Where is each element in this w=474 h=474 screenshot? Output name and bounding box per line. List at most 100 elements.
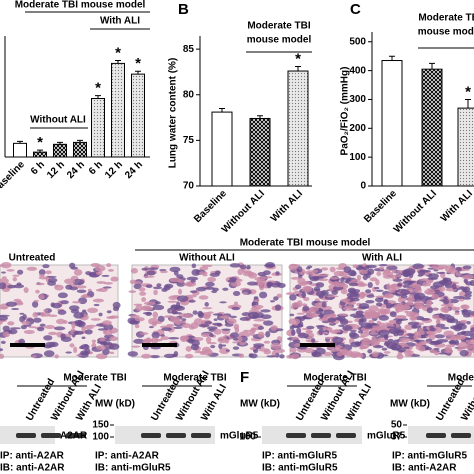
tissue xyxy=(205,336,212,344)
tissue xyxy=(87,307,99,314)
tissue xyxy=(169,277,182,283)
tissue xyxy=(180,335,188,343)
tissue xyxy=(327,346,335,350)
tissue xyxy=(65,284,73,290)
tissue xyxy=(219,301,227,304)
tissue xyxy=(435,319,441,325)
tissue xyxy=(435,326,443,334)
bar xyxy=(33,151,47,158)
tissue xyxy=(21,320,31,326)
tissue xyxy=(161,287,168,292)
tissue xyxy=(365,289,372,294)
tissue xyxy=(131,345,141,348)
tissue xyxy=(263,340,271,344)
tissue xyxy=(383,351,391,354)
tissue xyxy=(452,295,465,299)
tissue xyxy=(199,266,209,271)
tissue xyxy=(36,326,45,332)
tissue xyxy=(239,341,247,346)
mw-label: MW (kD) xyxy=(95,399,135,410)
bar xyxy=(53,143,67,158)
tissue xyxy=(355,310,364,315)
tissue xyxy=(273,296,279,301)
tissue xyxy=(359,291,367,298)
tissue xyxy=(139,291,147,296)
y-tick-label: 70 xyxy=(183,181,195,192)
tissue xyxy=(376,320,381,325)
tissue xyxy=(388,319,398,324)
tissue xyxy=(416,334,422,339)
ib-label: IB: anti-A2AR xyxy=(392,463,457,474)
tissue xyxy=(33,317,42,323)
tissue xyxy=(110,276,119,282)
tissue xyxy=(312,269,319,274)
tissue xyxy=(256,279,267,285)
band xyxy=(191,433,211,438)
tissue xyxy=(191,263,197,269)
mw-marker: 37 xyxy=(391,432,403,443)
tissue xyxy=(411,295,422,299)
tissue xyxy=(327,317,337,323)
tissue xyxy=(91,339,97,343)
tissue xyxy=(464,293,472,298)
bar xyxy=(421,68,443,187)
x-tick-label: 6 h xyxy=(29,159,47,177)
tissue xyxy=(160,334,165,337)
ib-label: IB: anti-mGluR5 xyxy=(95,463,171,474)
tissue xyxy=(266,355,276,358)
tissue xyxy=(48,314,58,318)
tissue xyxy=(301,303,308,307)
tissue xyxy=(270,300,275,303)
tissue xyxy=(243,329,252,332)
significance: * xyxy=(295,50,301,67)
bar xyxy=(91,98,105,158)
tissue xyxy=(178,288,183,295)
tissue xyxy=(340,277,345,283)
tissue xyxy=(410,354,421,357)
tissue xyxy=(239,264,247,270)
tissue xyxy=(444,265,455,273)
tissue xyxy=(80,295,92,298)
tissue xyxy=(321,301,327,308)
lane-label: With ALI xyxy=(344,382,374,422)
tissue xyxy=(112,306,120,312)
chart-title: Moderate TBI xyxy=(247,21,311,32)
tissue xyxy=(381,347,388,351)
significance: * xyxy=(115,44,121,61)
tissue xyxy=(0,348,4,352)
band xyxy=(311,433,331,438)
tissue xyxy=(96,281,107,284)
tissue xyxy=(101,274,110,277)
tissue xyxy=(461,286,471,293)
tissue xyxy=(350,270,357,277)
error-bar xyxy=(257,115,263,119)
tissue xyxy=(270,342,282,350)
tissue xyxy=(38,276,50,280)
tissue xyxy=(342,305,355,311)
tissue xyxy=(210,345,216,349)
tissue xyxy=(397,283,403,287)
tissue xyxy=(294,284,302,290)
ib-label: IB: anti-A2AR xyxy=(0,463,65,474)
x-tick-label: Baseline xyxy=(192,188,229,225)
tissue xyxy=(365,264,377,269)
tissue xyxy=(229,332,239,339)
tissue xyxy=(462,265,472,270)
tissue xyxy=(274,352,280,358)
tissue xyxy=(260,309,271,313)
tissue xyxy=(426,307,433,314)
tissue xyxy=(431,293,439,300)
tissue xyxy=(23,329,35,334)
tissue xyxy=(320,290,329,296)
tissue xyxy=(291,329,296,336)
tissue xyxy=(384,293,394,299)
tissue xyxy=(51,302,62,309)
tissue xyxy=(404,353,413,357)
tissue xyxy=(198,295,209,300)
error-bar xyxy=(465,98,471,109)
tissue xyxy=(232,337,239,341)
mw-marker: 100 xyxy=(239,432,256,443)
mw-marker: 50 xyxy=(391,420,403,431)
tissue xyxy=(176,295,189,302)
tissue xyxy=(156,283,162,287)
